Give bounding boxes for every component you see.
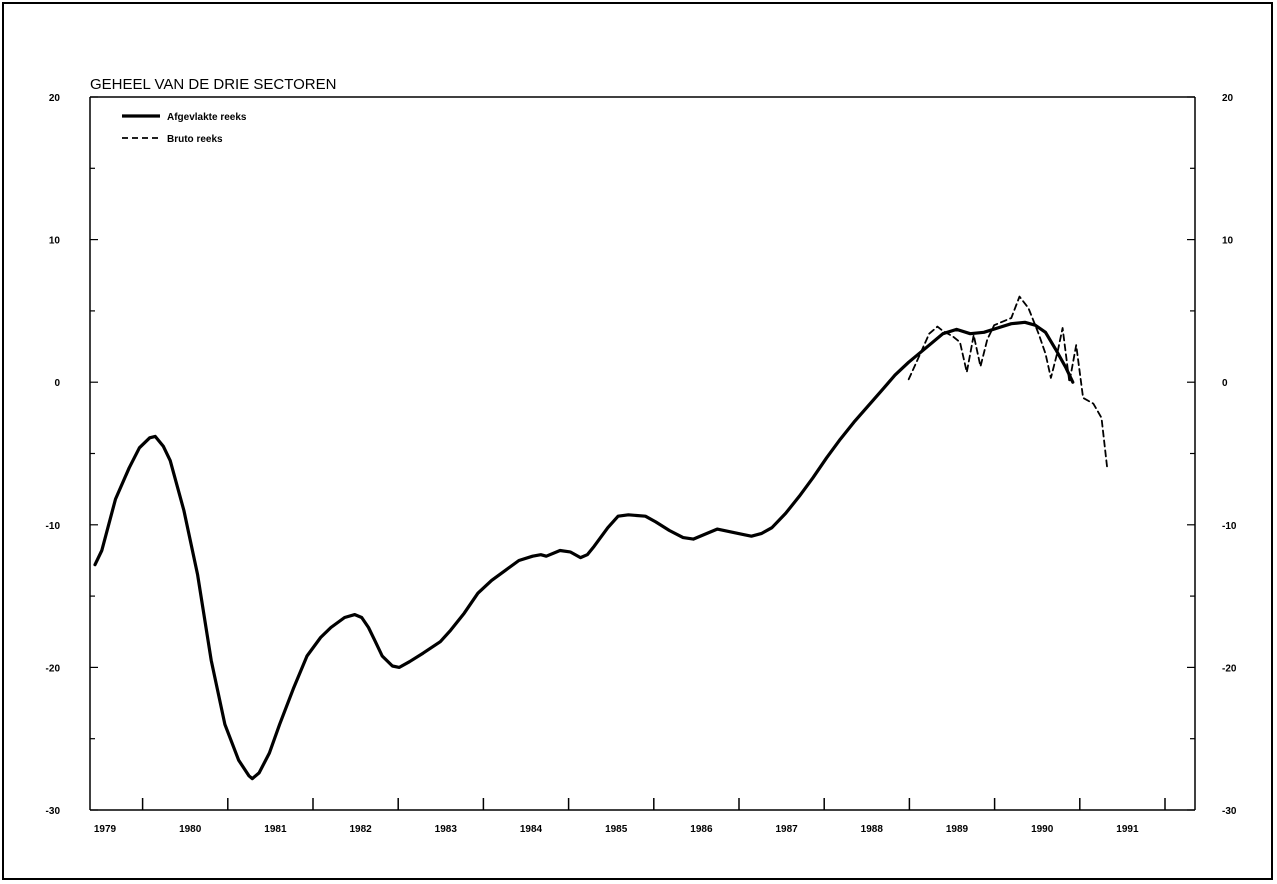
y-tick-label-left: -30 <box>46 806 61 817</box>
x-tick-label: 1990 <box>1031 824 1054 835</box>
x-tick-label: 1987 <box>775 824 798 835</box>
series-line-bruto <box>909 297 1107 467</box>
series-layer <box>95 297 1107 779</box>
legend: Afgevlakte reeks Bruto reeks <box>122 112 247 145</box>
legend-label: Bruto reeks <box>167 134 223 145</box>
y-tick-label-left: -10 <box>46 521 61 532</box>
y-tick-label-right: 0 <box>1222 378 1228 389</box>
x-tick-label: 1985 <box>605 824 628 835</box>
y-tick-label-left: 20 <box>49 93 61 104</box>
y-tick-label-right: 10 <box>1222 236 1234 247</box>
x-tick-label: 1980 <box>179 824 202 835</box>
y-tick-label-right: 20 <box>1222 93 1234 104</box>
y-tick-label-left: 10 <box>49 236 61 247</box>
x-tick-label: 1983 <box>435 824 458 835</box>
legend-label: Afgevlakte reeks <box>167 112 247 123</box>
y-tick-label-right: -30 <box>1222 806 1237 817</box>
x-tick-label: 1984 <box>520 824 543 835</box>
chart-title: GEHEEL VAN DE DRIE SECTOREN <box>90 76 336 93</box>
x-tick-label: 1981 <box>264 824 287 835</box>
x-tick-label: 1988 <box>861 824 884 835</box>
x-tick-label: 1986 <box>690 824 713 835</box>
y-tick-label-right: -20 <box>1222 663 1237 674</box>
x-tick-label: 1979 <box>94 824 117 835</box>
y-tick-label-right: -10 <box>1222 521 1237 532</box>
series-line-afgevlakt <box>95 322 1073 778</box>
y-tick-label-left: -20 <box>46 663 61 674</box>
x-tick-label: 1989 <box>946 824 969 835</box>
x-tick-label: 1991 <box>1116 824 1139 835</box>
x-tick-label: 1982 <box>349 824 372 835</box>
y-tick-label-left: 0 <box>54 378 60 389</box>
